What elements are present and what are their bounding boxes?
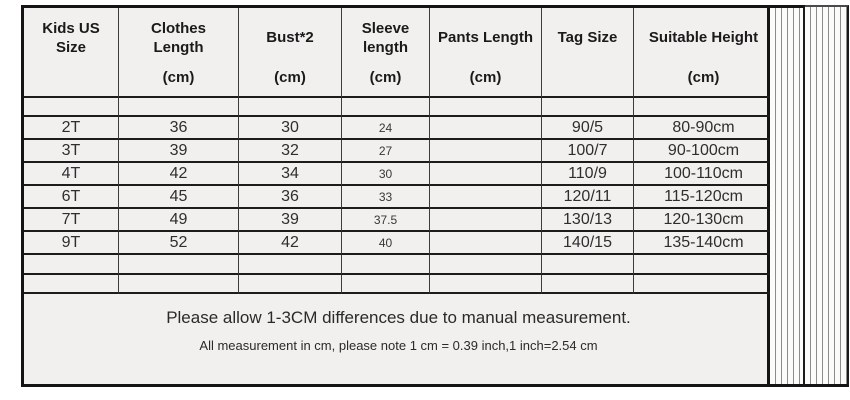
empty-cell	[430, 275, 542, 294]
empty-cell	[634, 98, 773, 117]
stripe-group-left	[770, 5, 805, 387]
empty-cell	[342, 98, 430, 117]
table-cell: 140/15	[542, 232, 634, 255]
size-chart-sheet: Kids US Size Clothes Length (cm) Bust*2 …	[21, 5, 849, 387]
table-cell: 32	[239, 140, 342, 163]
empty-cell	[542, 275, 634, 294]
table-cell: 30	[342, 163, 430, 186]
empty-cell	[119, 98, 239, 117]
column-header-unit: (cm)	[687, 69, 720, 86]
column-header-label: Clothes Length	[150, 19, 206, 57]
table-cell: 45	[119, 186, 239, 209]
column-header-unit: (cm)	[469, 69, 502, 86]
table-cell: 120-130cm	[634, 209, 773, 232]
empty-cell	[24, 98, 119, 117]
table-cell: 3T	[24, 140, 119, 163]
table-cell: 34	[239, 163, 342, 186]
table-cell: 100/7	[542, 140, 634, 163]
empty-cell	[430, 255, 542, 275]
empty-cell	[430, 98, 542, 117]
column-header-label: Pants Length	[437, 29, 533, 47]
table-cell: 42	[239, 232, 342, 255]
empty-cell	[542, 98, 634, 117]
table-cell: 110/9	[542, 163, 634, 186]
header-pants-length: Pants Length (cm)	[430, 8, 542, 98]
stripe-group-right	[805, 5, 849, 387]
decorative-column-stripes	[770, 5, 849, 387]
header-tag-size: Tag Size	[542, 8, 634, 98]
measurement-note-secondary: All measurement in cm, please note 1 cm …	[199, 338, 598, 353]
empty-cell	[119, 275, 239, 294]
size-chart-table: Kids US Size Clothes Length (cm) Bust*2 …	[21, 5, 773, 387]
table-cell: 6T	[24, 186, 119, 209]
column-header-unit: (cm)	[274, 69, 306, 86]
empty-cell	[342, 275, 430, 294]
table-cell: 39	[119, 140, 239, 163]
empty-cell	[542, 255, 634, 275]
table-cell: 24	[342, 117, 430, 140]
table-cell: 52	[119, 232, 239, 255]
header-clothes-length: Clothes Length (cm)	[119, 8, 239, 98]
table-cell	[430, 117, 542, 140]
table-cell	[430, 186, 542, 209]
column-header-label: Bust*2	[266, 29, 314, 47]
header-kids-us-size: Kids US Size	[24, 8, 119, 98]
table-cell: 49	[119, 209, 239, 232]
column-header-unit: (cm)	[369, 69, 402, 86]
header-bust: Bust*2 (cm)	[239, 8, 342, 98]
column-header-unit: (cm)	[162, 69, 195, 86]
table-cell: 37.5	[342, 209, 430, 232]
footer-note-cell: Please allow 1-3CM differences due to ma…	[24, 294, 773, 384]
table-cell: 4T	[24, 163, 119, 186]
table-cell: 33	[342, 186, 430, 209]
empty-cell	[239, 98, 342, 117]
column-header-label: Kids US Size	[42, 19, 100, 57]
table-cell: 90-100cm	[634, 140, 773, 163]
column-header-label: Sleeve length	[361, 19, 410, 57]
empty-cell	[342, 255, 430, 275]
empty-cell	[634, 255, 773, 275]
table-cell: 100-110cm	[634, 163, 773, 186]
table-cell: 39	[239, 209, 342, 232]
table-cell: 7T	[24, 209, 119, 232]
table-cell: 36	[119, 117, 239, 140]
table-cell	[430, 163, 542, 186]
table-cell: 42	[119, 163, 239, 186]
table-cell	[430, 232, 542, 255]
table-cell: 115-120cm	[634, 186, 773, 209]
table-cell: 120/11	[542, 186, 634, 209]
header-suitable-height: Suitable Height (cm)	[634, 8, 773, 98]
empty-cell	[24, 275, 119, 294]
table-cell: 27	[342, 140, 430, 163]
header-sleeve-length: Sleeve length (cm)	[342, 8, 430, 98]
table-cell: 2T	[24, 117, 119, 140]
column-header-label: Suitable Height	[648, 29, 759, 47]
table-cell: 40	[342, 232, 430, 255]
empty-cell	[24, 255, 119, 275]
table-cell	[430, 209, 542, 232]
column-header-label: Tag Size	[557, 29, 618, 47]
table-cell: 9T	[24, 232, 119, 255]
table-cell: 80-90cm	[634, 117, 773, 140]
table-cell: 90/5	[542, 117, 634, 140]
table-cell: 130/13	[542, 209, 634, 232]
measurement-note-primary: Please allow 1-3CM differences due to ma…	[166, 308, 631, 327]
table-cell	[430, 140, 542, 163]
table-cell: 135-140cm	[634, 232, 773, 255]
table-cell: 36	[239, 186, 342, 209]
empty-cell	[239, 255, 342, 275]
table-cell: 30	[239, 117, 342, 140]
empty-cell	[119, 255, 239, 275]
empty-cell	[239, 275, 342, 294]
empty-cell	[634, 275, 773, 294]
